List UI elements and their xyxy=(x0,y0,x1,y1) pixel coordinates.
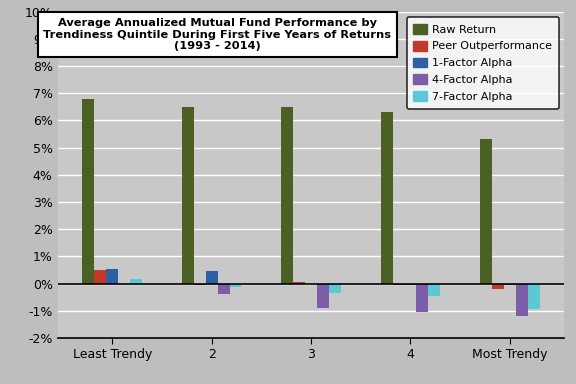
Bar xyxy=(329,283,341,293)
Bar xyxy=(206,271,218,283)
Bar xyxy=(293,282,305,283)
Bar xyxy=(182,107,194,283)
Bar xyxy=(130,280,142,283)
Text: Average Annualized Mutual Fund Performance by
Trendiness Quintile During First F: Average Annualized Mutual Fund Performan… xyxy=(43,18,391,51)
Bar xyxy=(416,283,429,312)
Bar xyxy=(82,99,94,283)
Bar xyxy=(381,112,392,283)
Bar xyxy=(107,268,118,283)
Bar xyxy=(504,283,516,285)
Bar xyxy=(94,270,107,283)
Bar xyxy=(404,283,416,285)
Legend: Raw Return, Peer Outperformance, 1-Factor Alpha, 4-Factor Alpha, 7-Factor Alpha: Raw Return, Peer Outperformance, 1-Facto… xyxy=(407,17,559,109)
Bar xyxy=(118,283,130,284)
Bar xyxy=(281,107,293,283)
Bar xyxy=(492,283,504,289)
Bar xyxy=(194,283,206,285)
Bar xyxy=(392,283,404,285)
Bar xyxy=(317,283,329,308)
Bar xyxy=(230,283,241,287)
Bar xyxy=(516,283,528,316)
Bar xyxy=(429,283,440,296)
Bar xyxy=(218,283,230,294)
Bar xyxy=(480,139,492,283)
Bar xyxy=(528,283,540,310)
